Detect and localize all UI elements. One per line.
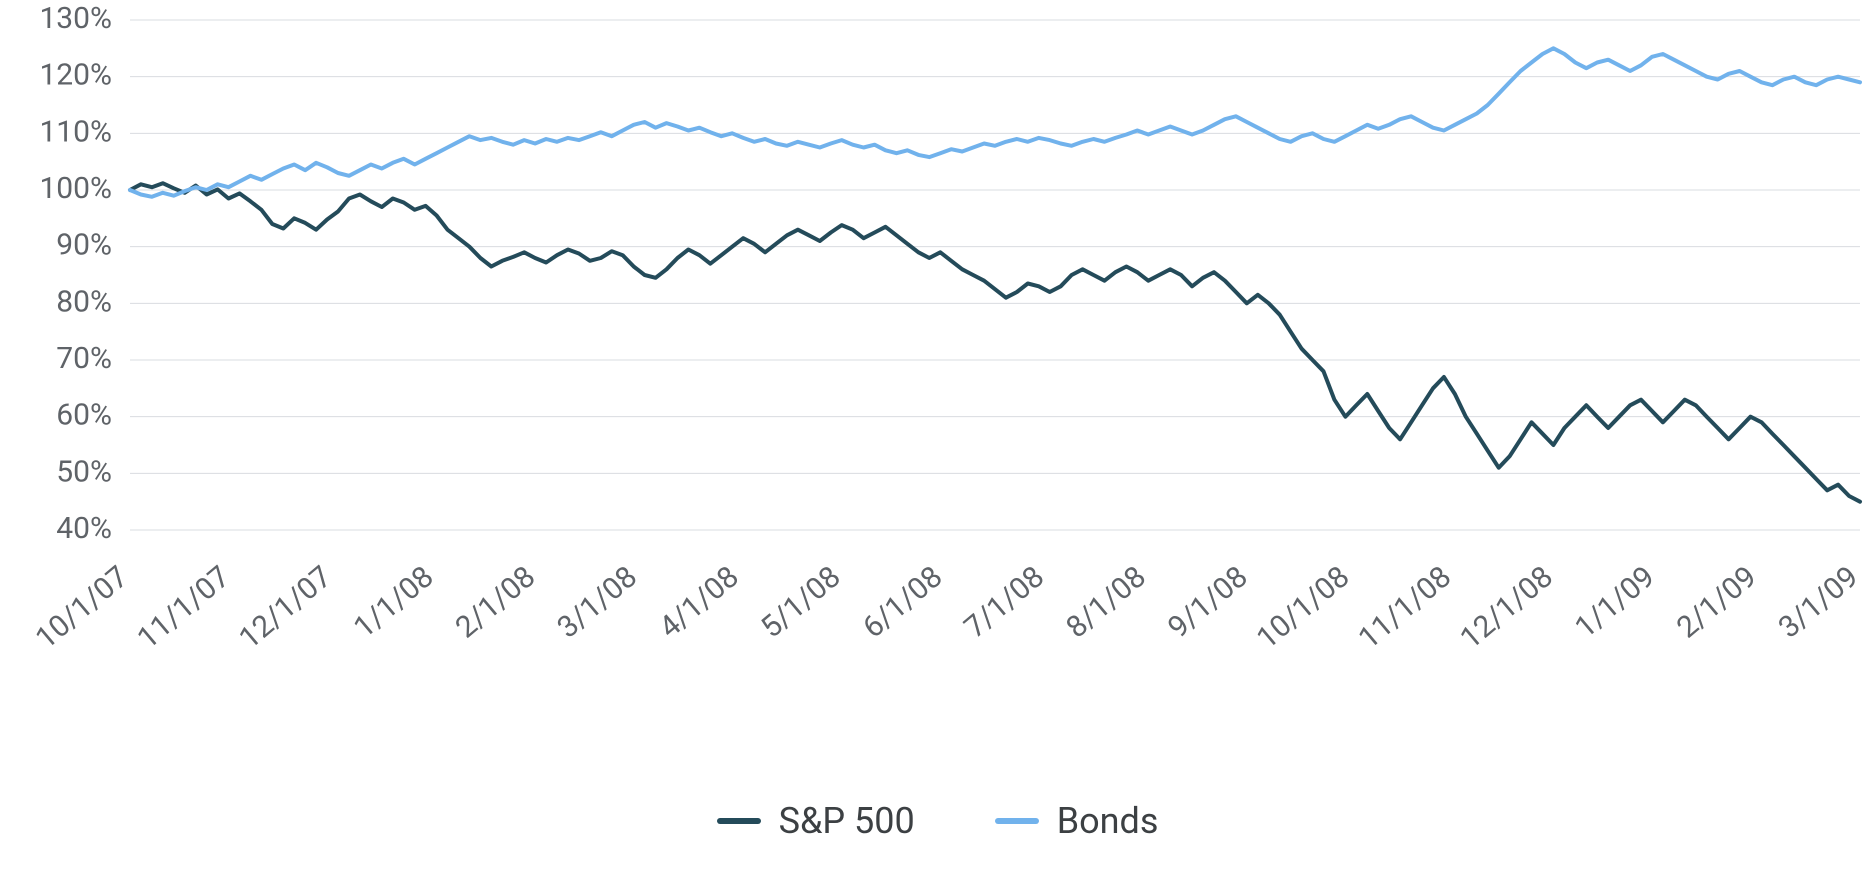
legend-swatch xyxy=(717,818,761,824)
x-tick-label: 10/1/07 xyxy=(29,559,135,656)
y-tick-label: 110% xyxy=(39,114,112,149)
x-tick-label: 12/1/08 xyxy=(1454,559,1560,656)
x-tick-label: 11/1/07 xyxy=(131,559,237,656)
y-tick-label: 80% xyxy=(56,284,112,319)
legend-item: Bonds xyxy=(995,800,1159,842)
chart-svg: 40% 50% 60% 70% 80% 90% 100% 110% 120% 130% 10/1/0… xyxy=(0,0,1875,880)
y-tick-label: 70% xyxy=(56,341,112,376)
x-tick-label: 10/1/08 xyxy=(1250,559,1356,656)
legend-item: S&P 500 xyxy=(717,800,915,842)
x-tick-label: 1/1/09 xyxy=(1568,559,1661,645)
series-line xyxy=(130,183,1860,502)
x-tick-label: 4/1/08 xyxy=(653,559,746,645)
series-line xyxy=(130,48,1860,197)
y-tick-label: 50% xyxy=(56,454,112,489)
x-tick-label: 2/1/08 xyxy=(449,559,542,645)
y-tick-label: 130% xyxy=(39,1,112,36)
x-tick-label: 8/1/08 xyxy=(1060,559,1153,645)
y-tick-label: 90% xyxy=(56,228,112,263)
x-tick-label: 5/1/08 xyxy=(754,559,847,645)
legend-swatch xyxy=(995,818,1039,824)
legend-label: S&P 500 xyxy=(779,800,915,842)
x-tick-label: 3/1/08 xyxy=(551,559,644,645)
performance-chart: 40% 50% 60% 70% 80% 90% 100% 110% 120% 130% 10/1/0… xyxy=(0,0,1875,880)
x-tick-label: 9/1/08 xyxy=(1161,559,1254,645)
chart-legend: S&P 500 Bonds xyxy=(0,800,1875,842)
legend-label: Bonds xyxy=(1057,800,1159,842)
y-tick-label: 100% xyxy=(39,171,112,206)
x-tick-label: 3/1/09 xyxy=(1772,559,1865,645)
x-tick-label: 1/1/08 xyxy=(347,559,440,645)
x-tick-label: 6/1/08 xyxy=(856,559,949,645)
y-tick-label: 60% xyxy=(56,398,112,433)
y-tick-label: 120% xyxy=(39,58,112,93)
y-tick-label: 40% xyxy=(56,511,112,546)
x-tick-label: 7/1/08 xyxy=(958,559,1051,645)
x-tick-label: 11/1/08 xyxy=(1352,559,1458,656)
x-tick-label: 12/1/07 xyxy=(233,559,339,656)
x-tick-label: 2/1/09 xyxy=(1670,559,1763,645)
